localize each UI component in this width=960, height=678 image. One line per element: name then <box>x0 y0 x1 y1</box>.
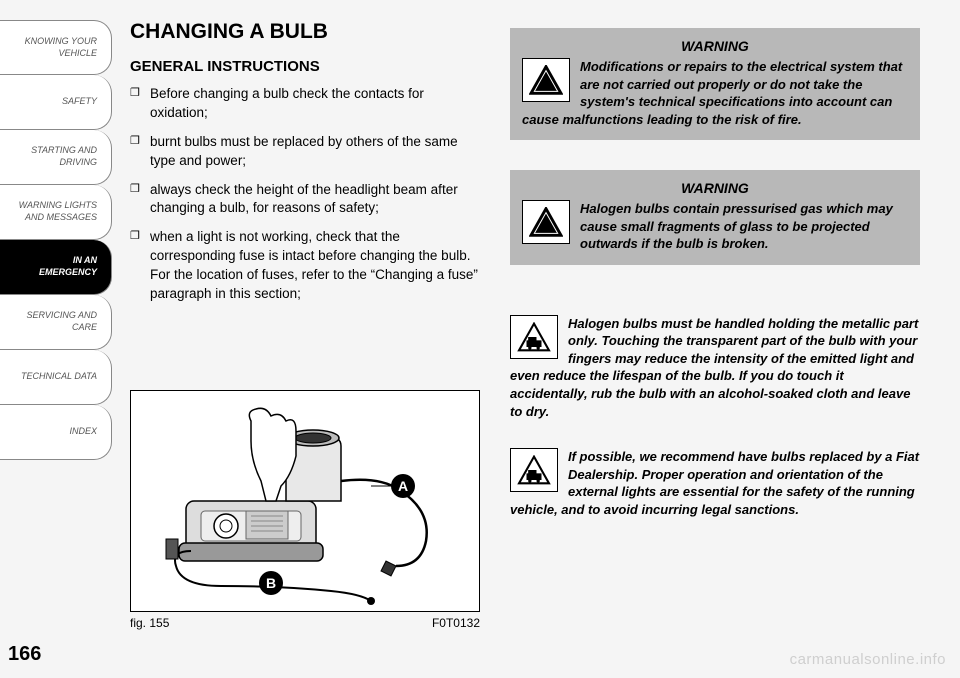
main-content: CHANGING A BULB GENERAL INSTRUCTIONS Bef… <box>130 20 480 314</box>
list-item: always check the height of the headlight… <box>130 181 480 219</box>
warning-box-halogen-gas: WARNING Halogen bulbs contain pressurise… <box>510 170 920 265</box>
vehicle-triangle-icon <box>510 448 558 492</box>
figure-155: A B fig. 155 F0T0132 <box>130 390 480 630</box>
list-item: Before changing a bulb check the contact… <box>130 85 480 123</box>
marker-b: B <box>259 571 283 595</box>
tab-index[interactable]: INDEX <box>0 405 112 460</box>
warning-triangle-icon <box>522 58 570 102</box>
sidebar-tabs: KNOWING YOUR VEHICLE SAFETY STARTING AND… <box>0 20 112 460</box>
tab-in-an-emergency[interactable]: IN AN EMERGENCY <box>0 240 112 295</box>
compressor-illustration <box>131 391 480 612</box>
section-heading: GENERAL INSTRUCTIONS <box>130 58 480 75</box>
tab-warning-lights[interactable]: WARNING LIGHTS AND MESSAGES <box>0 185 112 240</box>
info-text: If possible, we recommend have bulbs rep… <box>510 448 920 518</box>
instruction-list: Before changing a bulb check the contact… <box>130 85 480 304</box>
tab-knowing-your-vehicle[interactable]: KNOWING YOUR VEHICLE <box>0 20 112 75</box>
page-number: 166 <box>8 643 41 666</box>
list-item: when a light is not working, check that … <box>130 228 480 304</box>
figure-image: A B <box>130 390 480 612</box>
figure-caption: fig. 155 F0T0132 <box>130 616 480 630</box>
warning-triangle-icon <box>522 200 570 244</box>
figure-code: F0T0132 <box>432 616 480 630</box>
tab-technical-data[interactable]: TECHNICAL DATA <box>0 350 112 405</box>
right-column: WARNING Modifications or repairs to the … <box>510 28 920 546</box>
info-dealership-recommendation: If possible, we recommend have bulbs rep… <box>510 448 920 518</box>
page-title: CHANGING A BULB <box>130 20 480 44</box>
vehicle-triangle-icon <box>510 315 558 359</box>
info-halogen-handling: Halogen bulbs must be handled holding th… <box>510 315 920 420</box>
figure-number: fig. 155 <box>130 616 169 630</box>
warning-title: WARNING <box>522 38 908 54</box>
warning-text: Halogen bulbs contain pressurised gas wh… <box>522 200 908 253</box>
warning-text: Modifications or repairs to the electric… <box>522 58 908 128</box>
tab-safety[interactable]: SAFETY <box>0 75 112 130</box>
warning-box-electrical: WARNING Modifications or repairs to the … <box>510 28 920 140</box>
info-text: Halogen bulbs must be handled holding th… <box>510 315 920 420</box>
tab-starting-and-driving[interactable]: STARTING AND DRIVING <box>0 130 112 185</box>
list-item: burnt bulbs must be replaced by others o… <box>130 133 480 171</box>
marker-a: A <box>391 474 415 498</box>
tab-servicing-and-care[interactable]: SERVICING AND CARE <box>0 295 112 350</box>
watermark: carmanualsonline.info <box>790 651 946 668</box>
warning-title: WARNING <box>522 180 908 196</box>
